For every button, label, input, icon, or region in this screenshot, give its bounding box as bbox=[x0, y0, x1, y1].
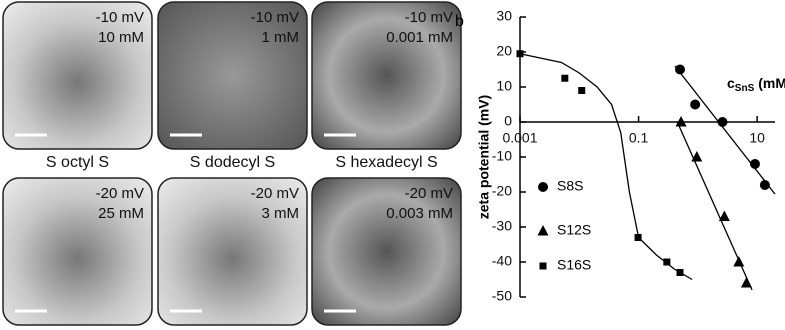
tile-concentration: 1 mM bbox=[262, 29, 300, 46]
x-axis-label-part: (mM) bbox=[758, 75, 785, 91]
x-tick-label: 0.1 bbox=[629, 130, 649, 146]
y-tick-label: -30 bbox=[492, 218, 512, 234]
tile-potential: -10 mV bbox=[251, 9, 299, 26]
point bbox=[578, 87, 586, 94]
micrograph bbox=[2, 177, 153, 326]
point bbox=[634, 234, 642, 241]
micrograph bbox=[157, 177, 308, 326]
tile-concentration: 25 mM bbox=[98, 205, 144, 222]
micrograph bbox=[157, 1, 308, 150]
x-axis-label-part: c bbox=[727, 75, 735, 91]
point bbox=[759, 180, 770, 190]
tile-potential: -20 mV bbox=[405, 185, 453, 202]
tile-concentration: 0.001 mM bbox=[386, 29, 453, 46]
point bbox=[691, 151, 703, 162]
legend-label: S12S bbox=[557, 222, 591, 238]
x-axis-label: cSnS(mM) bbox=[727, 75, 785, 94]
y-tick-label: 30 bbox=[496, 8, 512, 24]
x-tick-label: 10 bbox=[749, 130, 765, 146]
point bbox=[718, 210, 730, 221]
tile-concentration: 0.003 mM bbox=[386, 205, 453, 222]
tile-potential: -20 mV bbox=[251, 185, 299, 202]
y-axis-label: zeta potential (mV) bbox=[476, 95, 492, 219]
y-tick-label: 20 bbox=[496, 43, 512, 59]
caption: S hexadecyl S bbox=[335, 154, 437, 171]
tile-potential: -20 mV bbox=[96, 185, 144, 202]
micrograph bbox=[311, 177, 462, 326]
point bbox=[740, 277, 752, 288]
tile-potential: -10 mV bbox=[405, 9, 453, 26]
tile-concentration: 10 mM bbox=[98, 29, 144, 46]
micrograph bbox=[311, 1, 462, 150]
tile-concentration: 3 mM bbox=[262, 205, 300, 222]
legend-label: S8S bbox=[557, 178, 583, 194]
point bbox=[663, 258, 671, 266]
y-tick-label: -20 bbox=[492, 183, 512, 199]
fit-line bbox=[674, 65, 776, 195]
legend-marker bbox=[538, 182, 548, 192]
point bbox=[690, 99, 701, 110]
legend-label: S16S bbox=[557, 257, 591, 273]
point bbox=[516, 50, 524, 58]
x-axis-label-part: SnS bbox=[735, 83, 755, 94]
y-tick-label: 10 bbox=[496, 78, 512, 94]
tile-potential: -10 mV bbox=[96, 9, 144, 26]
y-tick-label: -40 bbox=[492, 253, 512, 269]
fit-line bbox=[519, 53, 693, 281]
point bbox=[676, 269, 684, 276]
caption: S octyl S bbox=[46, 154, 109, 171]
point bbox=[675, 116, 687, 127]
legend-marker bbox=[537, 225, 549, 236]
point bbox=[717, 117, 728, 127]
y-tick-label: -10 bbox=[492, 148, 512, 164]
point bbox=[750, 159, 761, 169]
point bbox=[561, 74, 569, 82]
legend-marker bbox=[539, 262, 547, 270]
panel-label: b bbox=[455, 13, 464, 30]
x-tick-label: 0.001 bbox=[502, 130, 537, 146]
point bbox=[733, 256, 745, 267]
point bbox=[675, 64, 686, 75]
micrograph bbox=[2, 1, 153, 150]
y-tick-label: -50 bbox=[492, 288, 512, 304]
caption: S dodecyl S bbox=[190, 154, 275, 171]
y-tick-label: 0 bbox=[504, 113, 512, 129]
